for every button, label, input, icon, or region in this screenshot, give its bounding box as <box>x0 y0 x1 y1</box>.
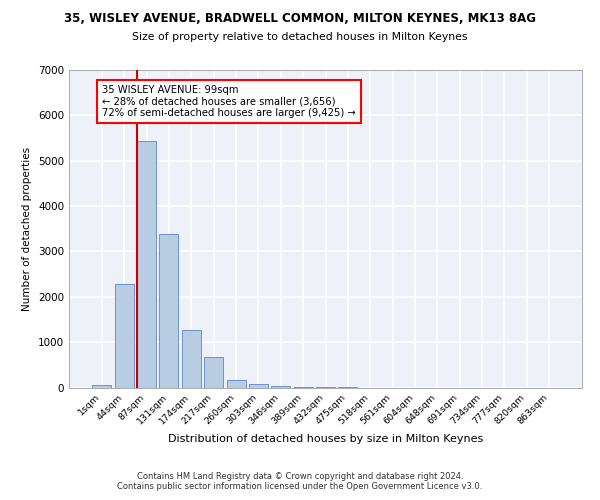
Text: 35, WISLEY AVENUE, BRADWELL COMMON, MILTON KEYNES, MK13 8AG: 35, WISLEY AVENUE, BRADWELL COMMON, MILT… <box>64 12 536 26</box>
Text: 35 WISLEY AVENUE: 99sqm
← 28% of detached houses are smaller (3,656)
72% of semi: 35 WISLEY AVENUE: 99sqm ← 28% of detache… <box>102 84 356 117</box>
Bar <box>137 141 156 388</box>
Bar <box>115 284 134 388</box>
Bar <box>249 384 268 388</box>
Bar <box>182 330 201 388</box>
Bar <box>227 380 245 388</box>
Bar <box>160 234 178 388</box>
X-axis label: Distribution of detached houses by size in Milton Keynes: Distribution of detached houses by size … <box>168 434 483 444</box>
Text: Contains HM Land Registry data © Crown copyright and database right 2024.
Contai: Contains HM Land Registry data © Crown c… <box>118 472 482 491</box>
Bar <box>271 386 290 388</box>
Bar <box>204 356 223 388</box>
Bar <box>92 385 112 388</box>
Text: Size of property relative to detached houses in Milton Keynes: Size of property relative to detached ho… <box>132 32 468 42</box>
Y-axis label: Number of detached properties: Number of detached properties <box>22 146 32 311</box>
